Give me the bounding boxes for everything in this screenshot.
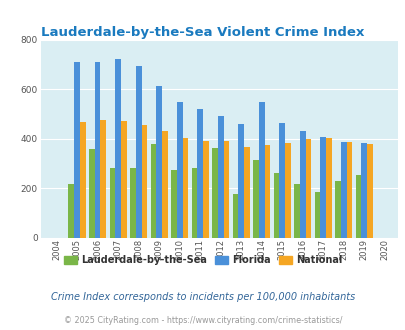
Bar [162, 131, 167, 238]
Text: © 2025 CityRating.com - https://www.cityrating.com/crime-statistics/: © 2025 CityRating.com - https://www.city… [64, 315, 341, 325]
Bar [334, 181, 340, 238]
Bar [141, 125, 147, 238]
Bar [68, 184, 74, 238]
Bar [217, 115, 223, 238]
Bar [279, 123, 284, 238]
Bar [191, 168, 197, 238]
Bar [223, 141, 229, 238]
Bar [211, 148, 217, 238]
Bar [115, 59, 121, 238]
Bar [232, 194, 238, 238]
Bar [320, 137, 325, 238]
Bar [325, 138, 331, 238]
Bar [94, 62, 100, 238]
Text: Crime Index corresponds to incidents per 100,000 inhabitants: Crime Index corresponds to incidents per… [51, 292, 354, 302]
Bar [74, 62, 80, 238]
Bar [135, 66, 141, 238]
Bar [346, 142, 352, 238]
Bar [171, 170, 176, 238]
Bar [360, 143, 366, 238]
Bar [150, 144, 156, 238]
Bar [109, 168, 115, 238]
Bar [314, 192, 320, 238]
Bar [202, 141, 208, 238]
Bar [305, 139, 311, 238]
Bar [299, 131, 305, 238]
Bar [89, 148, 94, 238]
Bar [238, 124, 243, 238]
Bar [340, 142, 346, 238]
Bar [273, 173, 279, 238]
Bar [80, 121, 85, 238]
Bar [258, 102, 264, 238]
Legend: Lauderdale-by-the-Sea, Florida, National: Lauderdale-by-the-Sea, Florida, National [60, 251, 345, 269]
Bar [284, 143, 290, 238]
Text: Lauderdale-by-the-Sea Violent Crime Index: Lauderdale-by-the-Sea Violent Crime Inde… [41, 26, 364, 39]
Bar [100, 119, 106, 238]
Bar [366, 144, 372, 238]
Bar [156, 86, 162, 238]
Bar [252, 160, 258, 238]
Bar [264, 145, 270, 238]
Bar [243, 147, 249, 238]
Bar [121, 121, 126, 238]
Bar [176, 102, 182, 238]
Bar [130, 168, 135, 238]
Bar [355, 175, 360, 238]
Bar [182, 138, 188, 238]
Bar [293, 183, 299, 238]
Bar [197, 109, 202, 238]
